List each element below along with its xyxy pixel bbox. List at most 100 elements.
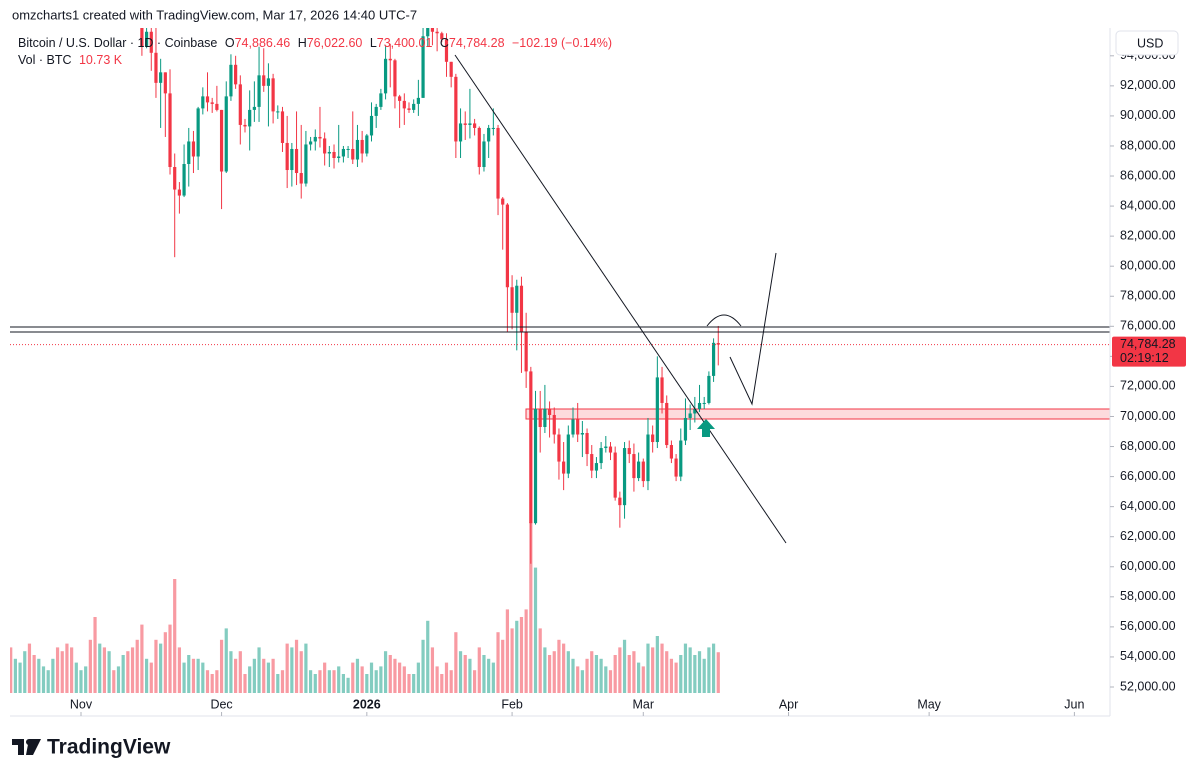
volume-bar	[510, 628, 514, 693]
volume-bar	[637, 662, 641, 693]
volume-bar	[126, 651, 130, 693]
candle-body	[599, 448, 603, 464]
candle-body	[149, 31, 153, 53]
volume-bar	[618, 647, 622, 693]
candle-body	[454, 76, 458, 142]
y-tick-label: 92,000.00	[1120, 78, 1176, 92]
candle-body	[257, 75, 261, 107]
logo-dot	[26, 739, 32, 745]
volume-bar	[224, 628, 228, 693]
y-tick-label: 68,000.00	[1120, 439, 1176, 453]
candle-body	[388, 58, 392, 61]
volume-bar	[294, 639, 299, 693]
candle-body	[458, 123, 463, 142]
volume-bar	[646, 643, 650, 693]
volume-bar	[552, 651, 556, 693]
volume-bar	[496, 632, 500, 693]
volume-bar	[280, 670, 285, 693]
volume-bar	[332, 670, 336, 693]
currency-button[interactable]	[1115, 30, 1179, 56]
support-zone	[525, 408, 1110, 420]
ohlc-key: O	[225, 36, 235, 50]
candle-body	[313, 136, 317, 142]
candle-body	[515, 285, 519, 313]
volume-bar	[168, 624, 172, 693]
volume-bar	[538, 628, 542, 693]
volume-bar	[84, 666, 88, 693]
volume-bar	[505, 609, 510, 693]
volume-bar	[243, 674, 247, 693]
volume-bar	[323, 662, 327, 693]
candle-body	[163, 72, 167, 94]
candle-body	[693, 408, 697, 414]
volume-bar	[440, 674, 444, 693]
candle-body	[491, 127, 495, 129]
arrow-up	[697, 419, 715, 437]
candle-body	[224, 96, 228, 172]
x-tick-label: Jun	[1064, 697, 1084, 711]
candle-body	[421, 36, 425, 98]
candle-body	[159, 72, 163, 83]
candle-body	[374, 106, 378, 116]
volume-bar	[566, 651, 570, 693]
volume-bar	[159, 643, 163, 693]
candle-body	[337, 156, 341, 158]
volume-bar	[679, 655, 683, 693]
volume-bar	[116, 666, 121, 693]
volume-bar	[238, 651, 242, 693]
candle-body	[412, 103, 416, 110]
volume-bar	[93, 617, 97, 693]
y-tick-label: 90,000.00	[1120, 108, 1176, 122]
candle-body	[552, 414, 556, 435]
candle-body	[276, 111, 280, 113]
volume-bar	[369, 662, 374, 693]
candle-body	[369, 115, 374, 136]
volume-bar	[449, 670, 453, 693]
candle-body	[154, 52, 158, 83]
volume-bar	[416, 662, 420, 693]
y-tick-label: 56,000.00	[1120, 619, 1176, 633]
volume-bar	[210, 674, 214, 693]
brand: TradingView	[47, 736, 171, 759]
candle-body	[449, 61, 453, 77]
candle-body	[191, 141, 196, 157]
candle-body	[543, 408, 547, 427]
candle-body	[538, 408, 542, 427]
volume-bar	[135, 639, 139, 693]
volume-bar	[454, 632, 458, 693]
volume-value: 10.73 K	[79, 53, 123, 67]
volume-bar	[173, 579, 177, 693]
volume-bar	[669, 658, 674, 693]
x-tick-label: Mar	[633, 697, 655, 711]
candle-body	[346, 148, 350, 150]
candle-body	[402, 100, 406, 109]
volume-bar	[149, 662, 153, 693]
currency[interactable]: USD	[1137, 36, 1163, 50]
volume-bar	[60, 651, 64, 693]
volume-bar	[374, 670, 378, 693]
x-tick-label: Feb	[501, 697, 523, 711]
volume-bar	[98, 643, 102, 693]
volume-bar	[697, 651, 702, 693]
trend-line	[454, 54, 787, 544]
volume-bar	[70, 647, 74, 693]
volume-bar	[477, 647, 481, 693]
brand-logo	[12, 739, 41, 755]
volume-bar	[205, 670, 210, 693]
y-tick-label: 82,000.00	[1120, 228, 1176, 242]
y-tick-label: 62,000.00	[1120, 529, 1176, 543]
candle-body	[566, 434, 570, 474]
volume-bar	[299, 651, 303, 693]
volume-bar	[608, 670, 613, 693]
candle-body	[196, 108, 200, 157]
candle-body	[594, 463, 599, 471]
candle-body	[655, 377, 659, 443]
chart-title: Bitcoin / U.S. Dollar · 1D · Coinbase	[18, 36, 217, 50]
volume-bar	[487, 658, 491, 693]
volume-bar	[519, 617, 524, 693]
volume-bar	[313, 674, 317, 693]
candle-body	[519, 285, 524, 333]
volume-bar	[402, 666, 406, 693]
candle-layer	[140, 28, 720, 564]
